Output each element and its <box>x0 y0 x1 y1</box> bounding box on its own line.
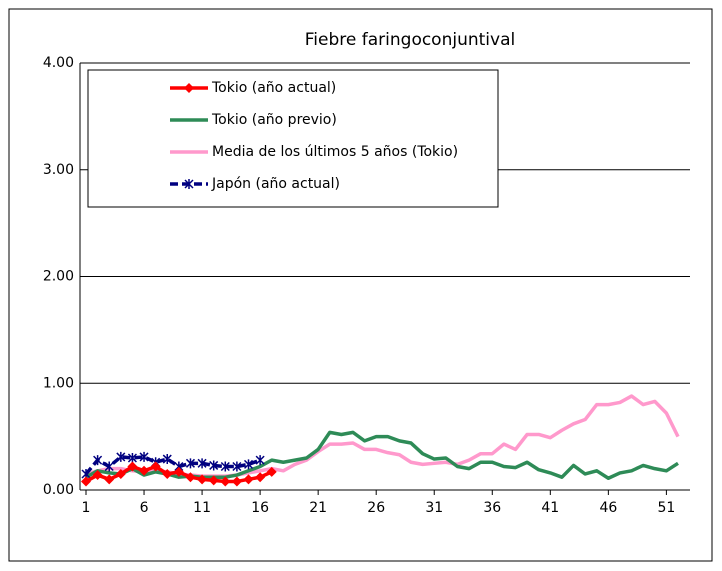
data-point <box>220 461 230 472</box>
y-tick-label: 0.00 <box>43 482 74 498</box>
data-point <box>115 468 126 479</box>
data-point <box>197 474 208 485</box>
data-point <box>139 465 150 476</box>
legend-label: Tokio (año previo) <box>211 112 337 128</box>
legend-marker <box>184 179 194 189</box>
y-tick-label: 2.00 <box>43 269 74 285</box>
data-point <box>162 468 173 479</box>
x-tick-label: 11 <box>193 500 211 516</box>
legend-marker <box>184 83 194 93</box>
data-point <box>150 461 161 472</box>
y-tick-label: 4.00 <box>43 55 74 71</box>
x-tick-label: 6 <box>140 500 149 516</box>
data-point <box>255 455 265 466</box>
data-point <box>209 460 219 471</box>
y-tick-label: 1.00 <box>43 375 74 391</box>
legend-label: Japón (año actual) <box>211 176 340 192</box>
data-point <box>93 455 103 466</box>
data-point <box>208 475 219 486</box>
x-tick-label: 1 <box>82 500 91 516</box>
data-point <box>197 458 207 469</box>
data-point <box>185 458 196 469</box>
data-point <box>243 459 254 470</box>
data-point <box>116 451 126 462</box>
legend-label: Media de los últimos 5 años (Tokio) <box>212 144 458 160</box>
data-point <box>266 466 277 477</box>
x-tick-label: 36 <box>483 500 501 516</box>
data-point <box>127 461 138 472</box>
x-tick-label: 41 <box>541 500 559 516</box>
data-point <box>185 472 196 483</box>
legend-box <box>87 69 499 208</box>
series-line <box>85 430 679 481</box>
x-tick-label: 46 <box>599 500 617 516</box>
data-point <box>231 476 242 487</box>
legend-label: Tokio (año actual) <box>211 80 336 96</box>
data-point <box>243 474 254 485</box>
data-point <box>104 461 114 472</box>
chart-title: Fiebre faringoconjuntival <box>305 30 515 50</box>
data-point <box>220 476 231 487</box>
data-point <box>127 452 137 463</box>
x-tick-label: 26 <box>367 500 385 516</box>
data-point <box>104 474 115 485</box>
data-point <box>162 454 172 465</box>
data-point <box>92 470 103 481</box>
x-tick-label: 51 <box>657 500 675 516</box>
data-point <box>81 476 91 487</box>
data-point <box>255 472 266 483</box>
x-tick-label: 31 <box>425 500 443 516</box>
data-point <box>232 461 242 472</box>
data-point <box>139 451 149 462</box>
x-tick-label: 21 <box>309 500 327 516</box>
y-tick-label: 3.00 <box>43 162 74 178</box>
x-tick-label: 16 <box>251 500 269 516</box>
data-point <box>173 466 184 477</box>
series-line <box>84 455 261 476</box>
